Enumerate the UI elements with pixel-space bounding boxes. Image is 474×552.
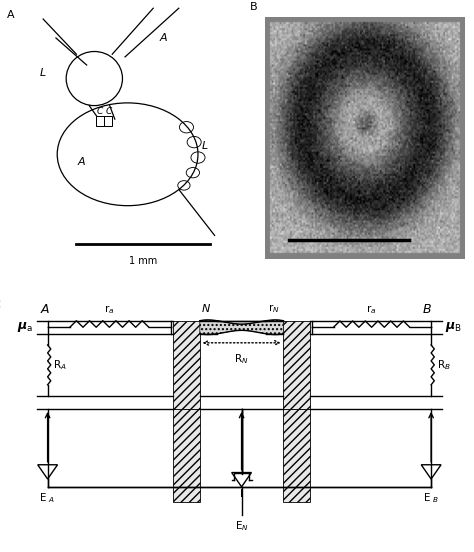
Text: I: I — [240, 490, 243, 500]
Text: A: A — [78, 157, 85, 167]
Text: C: C — [106, 107, 112, 115]
Text: B: B — [422, 302, 431, 316]
Text: R$_N$: R$_N$ — [234, 352, 249, 366]
Text: E $_B$: E $_B$ — [423, 491, 439, 505]
Bar — [104, 115, 112, 126]
Text: r$_a$: r$_a$ — [104, 303, 115, 316]
Text: E $_A$: E $_A$ — [39, 491, 56, 505]
Text: B: B — [249, 2, 257, 12]
Text: $\boldsymbol{\mu}_{\rm a}$: $\boldsymbol{\mu}_{\rm a}$ — [17, 320, 33, 335]
Bar — [96, 115, 104, 126]
Bar — [173, 409, 200, 502]
Text: A: A — [7, 9, 15, 19]
Text: 1 mm: 1 mm — [129, 256, 157, 266]
Bar — [283, 409, 310, 502]
Text: A: A — [41, 302, 50, 316]
Text: R$_B$: R$_B$ — [437, 358, 450, 372]
Text: E$_N$: E$_N$ — [235, 519, 248, 533]
Text: r$_N$: r$_N$ — [268, 302, 280, 316]
Text: R$_A$: R$_A$ — [53, 358, 67, 372]
Text: C: C — [96, 107, 102, 115]
Text: N: N — [202, 304, 210, 314]
Text: r$_a$: r$_a$ — [366, 303, 377, 316]
Text: $\boldsymbol{\mu}_{\rm B}$: $\boldsymbol{\mu}_{\rm B}$ — [446, 320, 463, 335]
Text: A: A — [160, 33, 167, 43]
Polygon shape — [200, 320, 283, 335]
Text: L: L — [201, 141, 208, 151]
Bar — [173, 321, 200, 409]
Text: L: L — [40, 68, 46, 78]
Bar — [283, 321, 310, 409]
